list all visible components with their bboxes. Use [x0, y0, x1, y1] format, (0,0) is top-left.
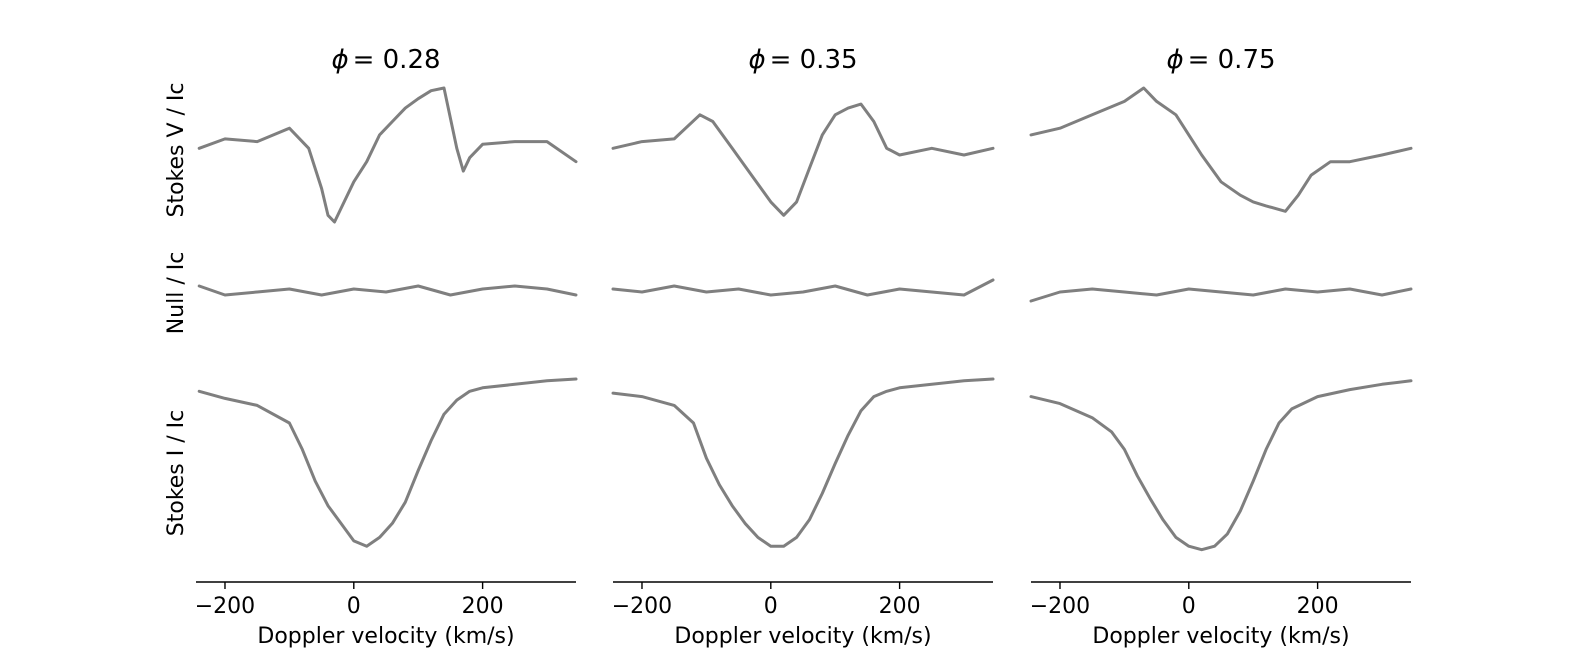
panel-title: ϕ = 0.75	[1166, 45, 1275, 75]
series-line-stokes-v-ic	[197, 86, 578, 224]
row-label-stokes-v: Stokes V / Ic	[164, 82, 189, 217]
row-label-stokes-i: Stokes I / Ic	[164, 410, 189, 536]
series-line-stokes-i-ic	[1029, 379, 1413, 552]
panel-0: ϕ = 0.28 −200 0 200 Doppler velocity (km/s)	[195, 45, 578, 649]
x-tick-label: 0	[1182, 594, 1196, 619]
x-tick-label: 200	[1297, 594, 1339, 619]
panel-1: ϕ = 0.35 −200 0 200 Doppler velocity (km/s)	[611, 45, 995, 649]
series-line-stokes-i-ic	[197, 377, 578, 548]
x-tick-label: −200	[195, 594, 255, 619]
x-axis-label: Doppler velocity (km/s)	[674, 624, 931, 649]
series-line-stokes-v-ic	[1029, 86, 1413, 213]
x-axis-label: Doppler velocity (km/s)	[1092, 624, 1349, 649]
series-line-null-ic	[197, 284, 578, 297]
phase-symbol: ϕ	[1166, 45, 1183, 75]
panel-title: ϕ = 0.35	[748, 45, 857, 75]
phase-value: = 0.75	[1188, 45, 1276, 75]
panel-title: ϕ = 0.28	[331, 45, 440, 75]
row-labels: Stokes V / Ic Null / Ic Stokes I / Ic	[164, 82, 189, 536]
x-tick-label: 0	[764, 594, 778, 619]
x-tick-label: 200	[462, 594, 504, 619]
phase-value: = 0.28	[353, 45, 441, 75]
x-tick-label: 200	[879, 594, 921, 619]
x-tick-label: −200	[612, 594, 672, 619]
phase-symbol: ϕ	[748, 45, 765, 75]
series-line-stokes-i-ic	[611, 377, 995, 548]
series-line-stokes-v-ic	[611, 102, 995, 217]
phase-value: = 0.35	[770, 45, 858, 75]
panel-2: ϕ = 0.75 −200 0 200 Doppler velocity (km/s)	[1029, 45, 1413, 649]
row-label-null: Null / Ic	[164, 252, 189, 335]
series-line-null-ic	[611, 278, 995, 297]
x-tick-label: −200	[1030, 594, 1090, 619]
series-line-null-ic	[1029, 287, 1413, 303]
x-tick-label: 0	[347, 594, 361, 619]
x-axis-label: Doppler velocity (km/s)	[257, 624, 514, 649]
phase-symbol: ϕ	[331, 45, 348, 75]
